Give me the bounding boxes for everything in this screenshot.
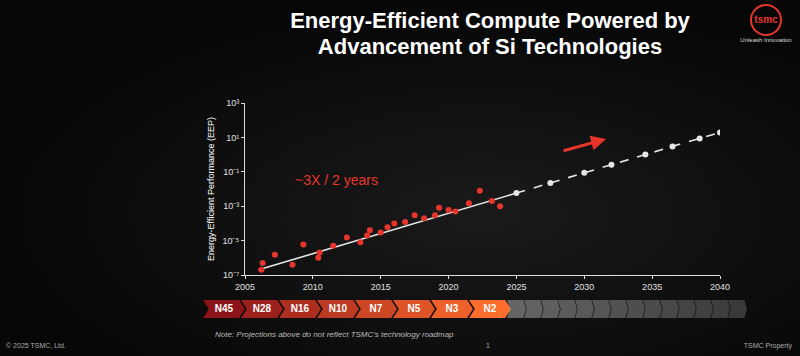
html-text:N2: N2 xyxy=(483,303,497,314)
html-text:N45: N45 xyxy=(214,303,234,314)
html-text:N28: N28 xyxy=(252,303,272,314)
html-text:© 2025 TSMC, Ltd.: © 2025 TSMC, Ltd. xyxy=(6,342,66,349)
svg-text:~3X / 2 years: ~3X / 2 years xyxy=(295,172,378,188)
html-text:Energy-Efficient Compute Power: Energy-Efficient Compute Powered by Adva… xyxy=(290,8,690,59)
svg-text:2030: 2030 xyxy=(574,282,594,292)
svg-text:2015: 2015 xyxy=(371,282,391,292)
html-text:N3: N3 xyxy=(445,303,459,314)
svg-text:10⁻⁵: 10⁻⁵ xyxy=(222,236,239,246)
svg-text:2005: 2005 xyxy=(235,282,255,292)
html-text:TSMC Property: TSMC Property xyxy=(743,342,792,349)
html-text:N16: N16 xyxy=(290,303,310,314)
svg-text:2040: 2040 xyxy=(710,282,730,292)
svg-text:2020: 2020 xyxy=(439,282,459,292)
svg-text:10⁻⁷: 10⁻⁷ xyxy=(223,270,239,280)
html-text:tsmc: tsmc xyxy=(754,14,778,25)
html-text:N5: N5 xyxy=(407,303,421,314)
svg-text:10¹: 10¹ xyxy=(226,133,239,143)
html-text:Note: Projections above do not: Note: Projections above do not reflect T… xyxy=(215,330,454,339)
html-text:Unleash Innovation: Unleash Innovation xyxy=(740,37,792,43)
svg-text:10⁻³: 10⁻³ xyxy=(223,201,239,211)
html-text:1: 1 xyxy=(486,342,490,349)
svg-text:10⁻¹: 10⁻¹ xyxy=(223,167,239,177)
svg-text:10³: 10³ xyxy=(226,98,239,108)
html-text:N7: N7 xyxy=(369,303,383,314)
svg-text:2025: 2025 xyxy=(506,282,526,292)
html-text:N10: N10 xyxy=(328,303,348,314)
svg-text:2035: 2035 xyxy=(642,282,662,292)
svg-text:2010: 2010 xyxy=(303,282,323,292)
svg-text:Energy-Efficient Performance (: Energy-Efficient Performance (EEP) xyxy=(206,117,216,261)
